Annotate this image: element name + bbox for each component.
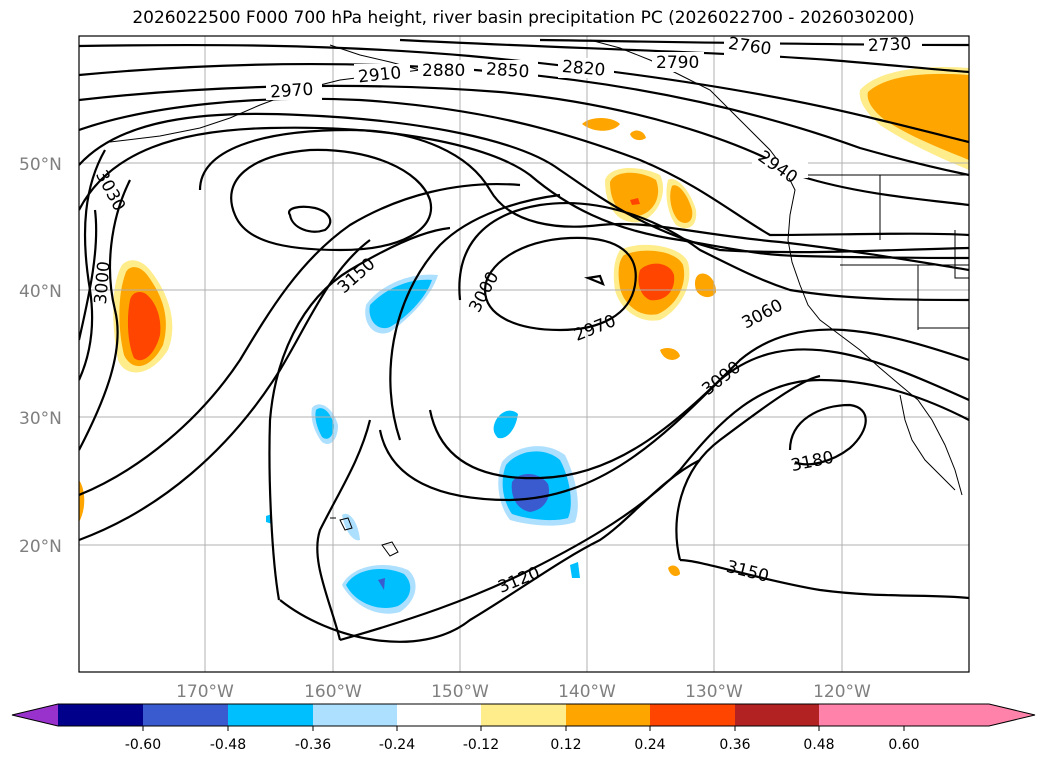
lon-labels: 170°W 160°W 150°W 140°W 130°W 120°W — [176, 682, 871, 702]
colorbar-segment — [481, 704, 566, 726]
colorbar-segment — [819, 704, 904, 726]
colorbar-segment — [735, 704, 819, 726]
height-contours — [79, 38, 969, 643]
colorbar-segment — [313, 704, 397, 726]
contour-label: 3000 — [91, 260, 115, 305]
contour-label: 2970 — [269, 80, 314, 103]
colorbar-tick: 0.60 — [888, 737, 919, 753]
colorbar-tick: 0.36 — [719, 737, 750, 753]
colorbar-segment — [650, 704, 735, 726]
colorbar-tick: 0.48 — [803, 737, 834, 753]
lon-label: 140°W — [558, 682, 616, 702]
contour-label: 2910 — [357, 63, 402, 87]
colorbar-tick: -0.60 — [125, 737, 161, 753]
colorbar-tick: 0.24 — [634, 737, 665, 753]
lat-labels: 50°N 40°N 30°N 20°N — [19, 155, 62, 557]
lat-label: 30°N — [19, 409, 62, 429]
precip-shading — [79, 67, 969, 614]
lat-label: 50°N — [19, 155, 62, 175]
colorbar-tick: 0.12 — [550, 737, 581, 753]
colorbar-tick: -0.12 — [463, 737, 499, 753]
colorbar: -0.60 -0.48 -0.36 -0.24 -0.12 0.12 0.24 … — [11, 703, 1036, 753]
contour-label: 2790 — [656, 53, 699, 73]
map-frame — [78, 35, 970, 673]
map-background — [79, 36, 969, 672]
lon-label: 170°W — [176, 682, 234, 702]
colorbar-segment — [904, 704, 989, 726]
colorbar-segment — [566, 704, 650, 726]
coastlines — [109, 39, 969, 557]
lon-label: 120°W — [813, 682, 871, 702]
contour-label: 2820 — [561, 57, 606, 81]
colorbar-segment — [58, 704, 143, 726]
colorbar-tick: -0.24 — [379, 737, 415, 753]
colorbar-tick: -0.48 — [210, 737, 246, 753]
map-title: 2026022500 F000 700 hPa height, river ba… — [132, 8, 915, 28]
colorbar-outline — [11, 703, 1036, 727]
contour-label: 2880 — [422, 61, 465, 81]
colorbar-segment — [397, 704, 481, 726]
colorbar-tick: -0.36 — [295, 737, 331, 753]
lon-label: 150°W — [431, 682, 489, 702]
contour-label: 2730 — [868, 34, 912, 56]
colorbar-extend-high — [989, 704, 1035, 726]
lat-label: 40°N — [19, 282, 62, 302]
colorbar-segment — [143, 704, 228, 726]
contour-label: 2850 — [485, 59, 530, 82]
lon-label: 130°W — [685, 682, 743, 702]
lon-label: 160°W — [304, 682, 362, 702]
colorbar-segment — [228, 704, 313, 726]
lat-label: 20°N — [19, 537, 62, 557]
colorbar-extend-low — [12, 704, 58, 726]
